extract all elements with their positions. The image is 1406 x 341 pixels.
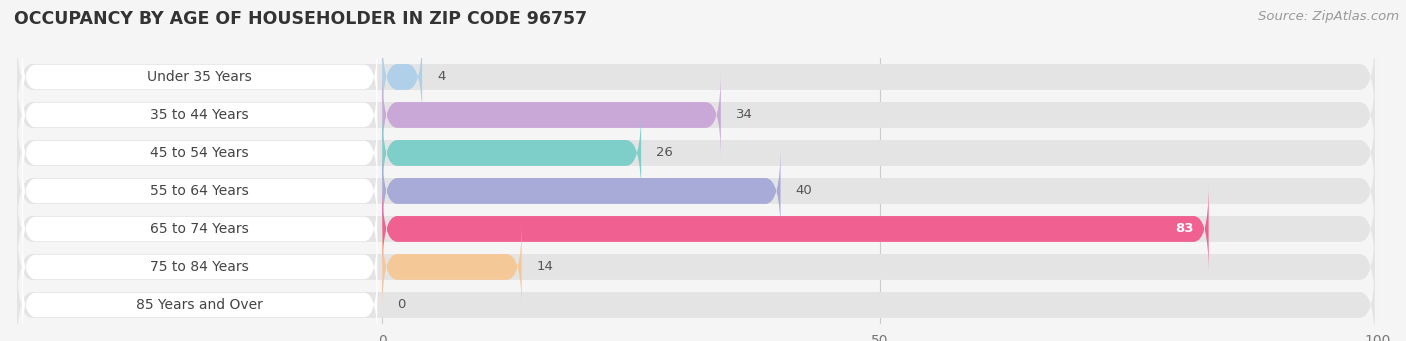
- Text: 75 to 84 Years: 75 to 84 Years: [150, 260, 249, 274]
- FancyBboxPatch shape: [17, 185, 1375, 273]
- Text: 55 to 64 Years: 55 to 64 Years: [150, 184, 249, 198]
- Text: 45 to 54 Years: 45 to 54 Years: [150, 146, 249, 160]
- Text: 4: 4: [437, 71, 446, 84]
- FancyBboxPatch shape: [22, 78, 377, 152]
- FancyBboxPatch shape: [382, 185, 1209, 273]
- Text: 83: 83: [1175, 222, 1194, 235]
- FancyBboxPatch shape: [22, 116, 377, 190]
- FancyBboxPatch shape: [382, 223, 522, 311]
- FancyBboxPatch shape: [17, 33, 1375, 121]
- FancyBboxPatch shape: [17, 261, 1375, 341]
- Text: 0: 0: [398, 298, 405, 311]
- FancyBboxPatch shape: [382, 147, 780, 235]
- Text: 34: 34: [735, 108, 752, 121]
- FancyBboxPatch shape: [22, 40, 377, 114]
- FancyBboxPatch shape: [22, 230, 377, 304]
- Text: 35 to 44 Years: 35 to 44 Years: [150, 108, 249, 122]
- FancyBboxPatch shape: [382, 109, 641, 197]
- FancyBboxPatch shape: [17, 109, 1375, 197]
- FancyBboxPatch shape: [17, 147, 1375, 235]
- FancyBboxPatch shape: [382, 33, 422, 121]
- Text: Under 35 Years: Under 35 Years: [148, 70, 252, 84]
- Text: OCCUPANCY BY AGE OF HOUSEHOLDER IN ZIP CODE 96757: OCCUPANCY BY AGE OF HOUSEHOLDER IN ZIP C…: [14, 10, 588, 28]
- FancyBboxPatch shape: [17, 223, 1375, 311]
- Text: Source: ZipAtlas.com: Source: ZipAtlas.com: [1258, 10, 1399, 23]
- Text: 26: 26: [657, 147, 673, 160]
- FancyBboxPatch shape: [22, 192, 377, 266]
- FancyBboxPatch shape: [382, 71, 721, 159]
- FancyBboxPatch shape: [17, 71, 1375, 159]
- Text: 14: 14: [537, 261, 554, 273]
- Text: 65 to 74 Years: 65 to 74 Years: [150, 222, 249, 236]
- FancyBboxPatch shape: [22, 154, 377, 228]
- FancyBboxPatch shape: [22, 268, 377, 341]
- Text: 40: 40: [796, 184, 813, 197]
- Text: 85 Years and Over: 85 Years and Over: [136, 298, 263, 312]
